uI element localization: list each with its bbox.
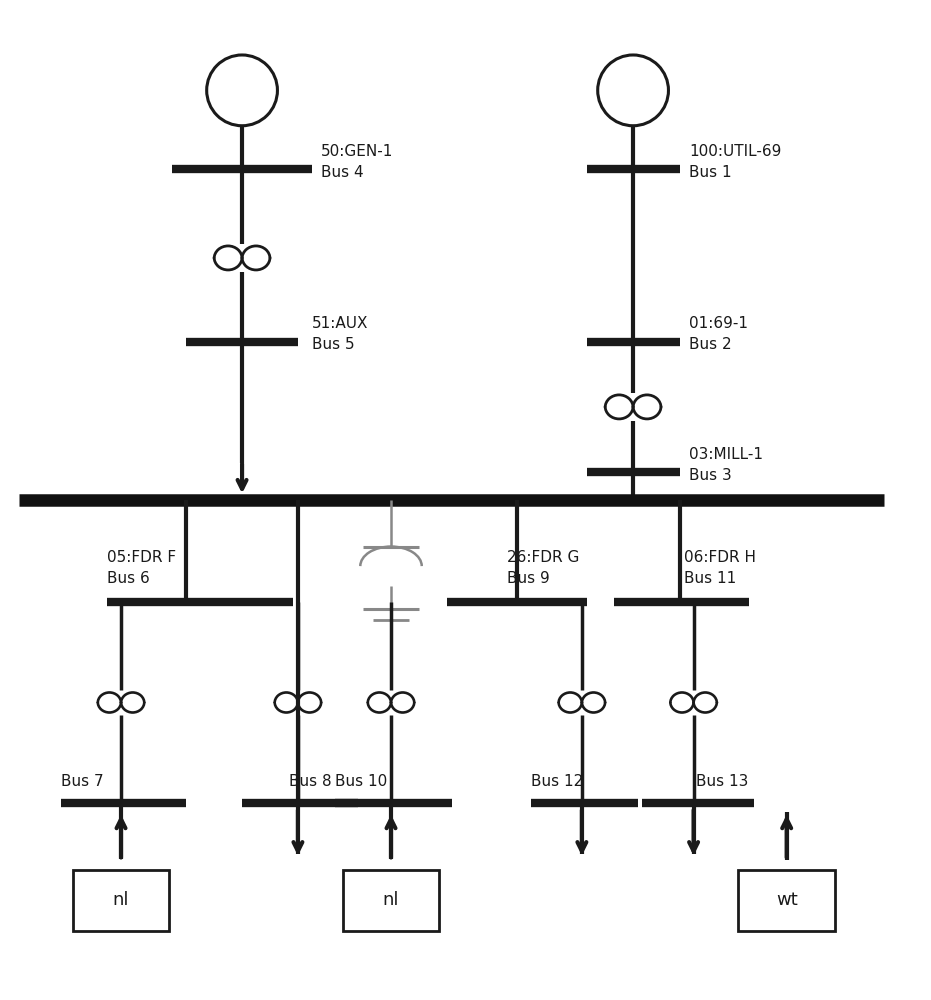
Text: 50:GEN-1
Bus 4: 50:GEN-1 Bus 4 <box>321 144 394 180</box>
FancyBboxPatch shape <box>343 870 439 931</box>
Text: Bus 8: Bus 8 <box>289 774 331 789</box>
Text: 26:FDR G
Bus 9: 26:FDR G Bus 9 <box>507 550 580 586</box>
Text: 03:MILL-1
Bus 3: 03:MILL-1 Bus 3 <box>689 447 762 483</box>
Text: Bus 10: Bus 10 <box>335 774 387 789</box>
Text: Bus 7: Bus 7 <box>61 774 103 789</box>
Text: 01:69-1
Bus 2: 01:69-1 Bus 2 <box>689 316 748 352</box>
Text: 51:AUX
Bus 5: 51:AUX Bus 5 <box>312 316 369 352</box>
Text: 06:FDR H
Bus 11: 06:FDR H Bus 11 <box>684 550 756 586</box>
Text: 100:UTIL-69
Bus 1: 100:UTIL-69 Bus 1 <box>689 144 781 180</box>
Text: Bus 13: Bus 13 <box>696 774 749 789</box>
FancyBboxPatch shape <box>73 870 169 931</box>
Text: wt: wt <box>776 891 798 909</box>
Text: nl: nl <box>113 891 129 909</box>
Text: nl: nl <box>383 891 399 909</box>
FancyBboxPatch shape <box>738 870 835 931</box>
Text: Bus 12: Bus 12 <box>531 774 583 789</box>
Text: 05:FDR F
Bus 6: 05:FDR F Bus 6 <box>107 550 176 586</box>
